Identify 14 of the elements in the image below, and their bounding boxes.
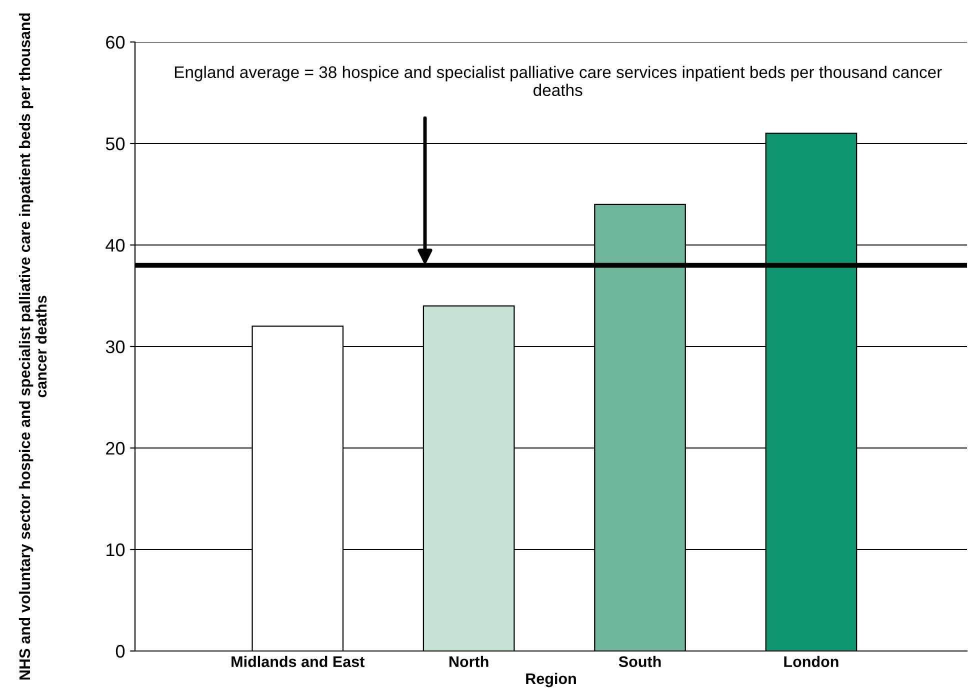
ref-line-label: England average = 38 hospice and specialist palliative care services inpatient beds per thousand cancer deaths [174, 66, 942, 96]
y-tick-label: 0 [116, 644, 125, 658]
y-tick-label: 10 [106, 543, 125, 556]
y-tick-label: 40 [106, 238, 125, 252]
y-tick-label: 30 [106, 340, 125, 354]
x-tick-label: South [618, 656, 661, 668]
y-tick-label: 20 [106, 442, 125, 455]
x-axis-title: Region [526, 672, 576, 688]
y-tick-label: 60 [106, 36, 125, 49]
y-tick-label: 50 [106, 137, 125, 150]
y-axis-title: NHS and voluntary sector hospice and specialist palliative care inpatient beds per thousand cancer deaths [18, 13, 47, 680]
x-tick-label: Midlands and East [232, 656, 365, 668]
x-tick-label: North [449, 656, 488, 668]
x-tick-label: London [784, 656, 838, 668]
